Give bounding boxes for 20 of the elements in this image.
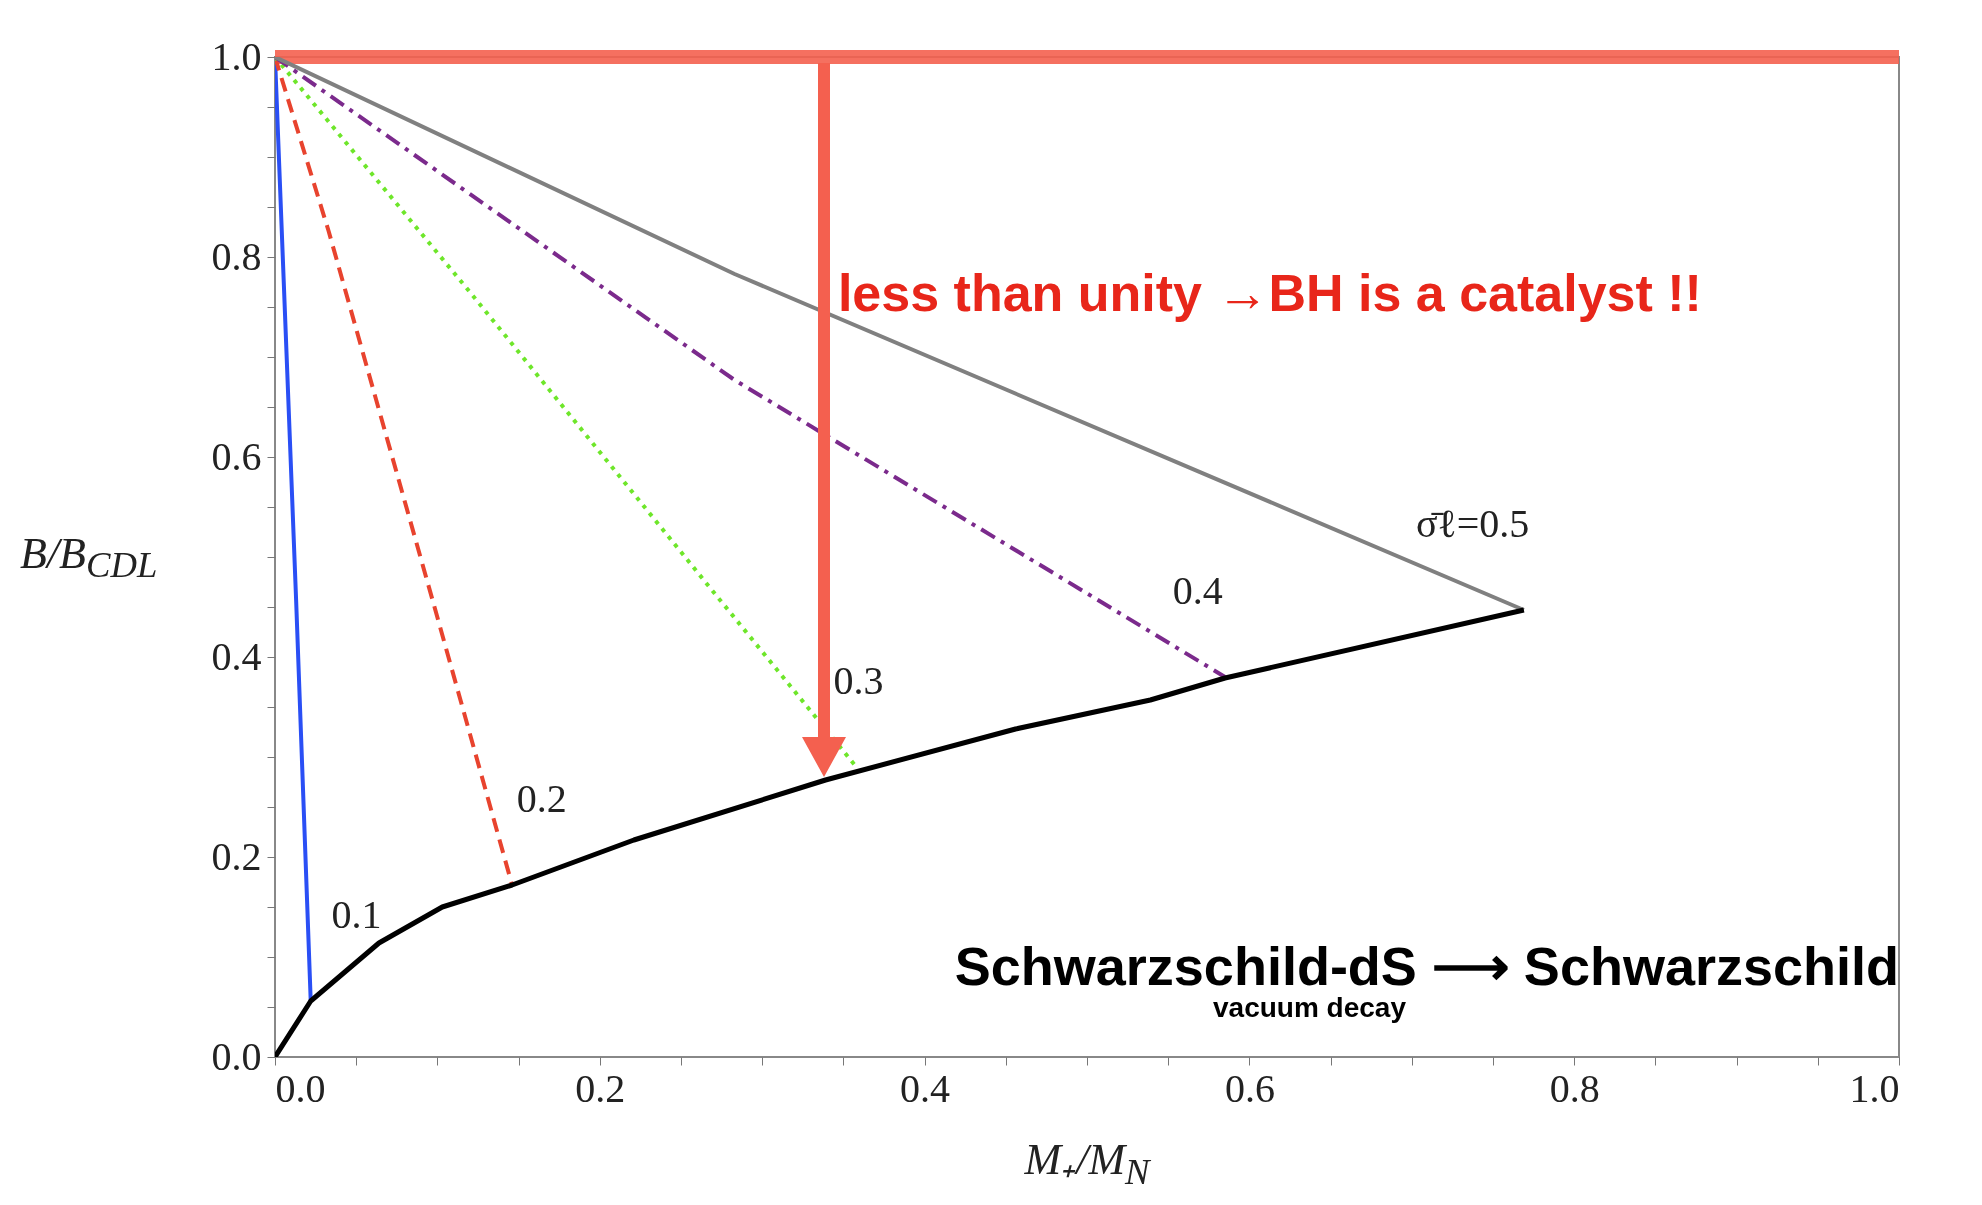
y-tick-label: 0.8 xyxy=(211,233,262,279)
x-tick-label: 0.2 xyxy=(575,1065,626,1111)
y-axis-title: B/B$_{CDL}$ xyxy=(20,527,158,587)
x-tick-label: 1.0 xyxy=(1849,1065,1900,1111)
series-label: σ̄ℓ=0.5 xyxy=(1416,501,1530,546)
series-label: 0.3 xyxy=(833,658,884,703)
series-label: 0.4 xyxy=(1172,568,1223,613)
x-tick-label: 0.8 xyxy=(1549,1065,1600,1111)
y-tick-label: 0.6 xyxy=(211,433,262,479)
x-axis-title: M₊/M$_{N}$ xyxy=(1024,1134,1150,1193)
x-tick-label: 0.6 xyxy=(1224,1065,1275,1111)
y-tick-label: 1.0 xyxy=(211,33,262,79)
annotation: less than unity →BH is a catalyst !! xyxy=(837,263,1702,323)
y-tick-label: 0.2 xyxy=(211,833,262,879)
x-tick-label: 0.4 xyxy=(900,1065,951,1111)
series-label: 0.2 xyxy=(516,776,567,821)
y-tick-label: 0.0 xyxy=(211,1033,262,1079)
series-label: 0.1 xyxy=(331,892,382,937)
y-tick-label: 0.4 xyxy=(211,633,262,679)
x-tick-label: 0.0 xyxy=(275,1065,326,1111)
